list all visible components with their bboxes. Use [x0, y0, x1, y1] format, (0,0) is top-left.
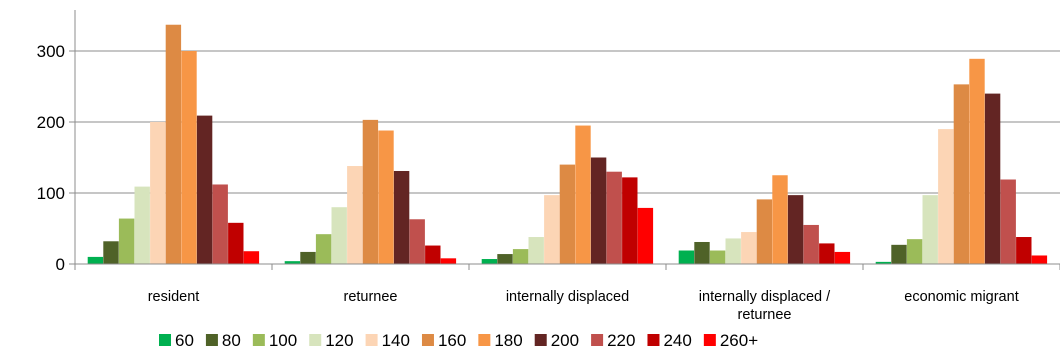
bar-100-5: [906, 239, 923, 264]
bar-240-3: [622, 177, 638, 264]
legend-swatch-220: [591, 334, 604, 346]
bar-160-3: [559, 164, 576, 264]
legend-swatch-240: [647, 334, 660, 346]
legend-swatch-260plus: [703, 334, 716, 346]
legend-label-160: 160: [438, 331, 466, 350]
legend-swatch-160: [421, 334, 434, 346]
bar-120-2: [331, 207, 347, 264]
bar-140-3: [544, 195, 560, 264]
bar-140-2: [347, 166, 363, 264]
bar-220-3: [606, 171, 622, 264]
category-label-3: internally displaced: [506, 289, 629, 305]
bar-100-1: [118, 218, 135, 264]
y-tick-label-0: 0: [56, 255, 65, 274]
bar-120-3: [528, 237, 544, 264]
bar-200-3: [590, 157, 607, 264]
category-label-2: returnee: [343, 289, 397, 305]
bar-100-2: [315, 234, 332, 264]
bar-120-1: [134, 186, 150, 264]
legend-label-80: 80: [222, 331, 241, 350]
bar-160-2: [362, 119, 379, 265]
legend-swatch-140: [365, 334, 378, 346]
bar-220-5: [1000, 179, 1016, 264]
y-tick-label-200: 200: [37, 113, 65, 132]
legend-swatch-120: [309, 334, 322, 346]
bar-140-1: [150, 122, 166, 264]
bar-180-5: [969, 58, 985, 265]
bar-180-3: [575, 125, 591, 264]
bar-60-2: [284, 261, 301, 264]
axes: [69, 10, 1060, 270]
bar-240-5: [1016, 237, 1032, 264]
bar-60-4: [678, 250, 695, 264]
legend-label-100: 100: [269, 331, 297, 350]
legend-swatch-100: [252, 334, 265, 346]
y-tick-label-100: 100: [37, 184, 65, 203]
bar-240-1: [228, 222, 244, 264]
bar-140-5: [938, 129, 954, 264]
bar-80-1: [103, 241, 119, 264]
category-labels: resident returnee internally displaced inte…: [148, 289, 1019, 323]
legend-label-120: 120: [325, 331, 353, 350]
bar-160-4: [756, 199, 773, 264]
bar-200-5: [984, 93, 1001, 264]
legend-label-140: 140: [382, 331, 410, 350]
bar-100-4: [709, 250, 726, 264]
bar-120-4: [725, 238, 741, 264]
legend-label-60: 60: [175, 331, 194, 350]
category-label-5: economic migrant: [904, 289, 1018, 305]
category-label-1: resident: [148, 289, 200, 305]
bar-60-3: [481, 259, 498, 264]
bar-160-5: [953, 84, 970, 265]
legend-label-200: 200: [551, 331, 579, 350]
legend-swatch-80: [205, 334, 218, 346]
bar-80-3: [497, 254, 513, 264]
bar-120-5: [922, 195, 938, 264]
legend-label-220: 220: [607, 331, 635, 350]
bar-220-2: [409, 219, 425, 264]
bar-200-4: [787, 195, 804, 264]
legend: 60 80 100 120 140 160 180 200 220 240 260+: [159, 331, 758, 350]
bar-260plus-5: [1031, 255, 1048, 264]
bar-160-1: [165, 24, 182, 265]
bar-60-1: [87, 256, 104, 264]
legend-swatch-60: [159, 334, 171, 346]
bar-80-2: [300, 251, 316, 264]
bars: [87, 24, 1048, 265]
bar-260plus-4: [834, 251, 851, 264]
bar-220-4: [803, 224, 819, 264]
bar-260plus-1: [243, 251, 260, 264]
bar-140-4: [741, 232, 757, 264]
bar-240-4: [819, 243, 835, 264]
legend-swatch-200: [534, 334, 547, 346]
bar-240-2: [425, 245, 441, 264]
legend-label-240: 240: [663, 331, 691, 350]
bar-100-3: [512, 249, 529, 264]
y-tick-label-300: 300: [37, 42, 65, 61]
bar-80-4: [694, 241, 710, 264]
legend-label-180: 180: [494, 331, 522, 350]
bar-180-4: [772, 175, 788, 264]
bar-180-1: [181, 51, 197, 264]
legend-label-260plus: 260+: [720, 331, 758, 350]
bar-220-1: [212, 184, 228, 264]
category-label-4: internally displaced / returnee: [699, 289, 831, 323]
y-tick-labels: 0 100 200 300: [37, 42, 65, 274]
bar-180-2: [378, 130, 394, 264]
bar-260plus-2: [440, 258, 457, 264]
legend-swatch-180: [478, 334, 491, 346]
bar-200-1: [196, 115, 213, 264]
bar-200-2: [393, 170, 410, 264]
bar-80-5: [891, 244, 907, 264]
bar-60-5: [875, 261, 892, 264]
bar-260plus-3: [637, 207, 654, 264]
